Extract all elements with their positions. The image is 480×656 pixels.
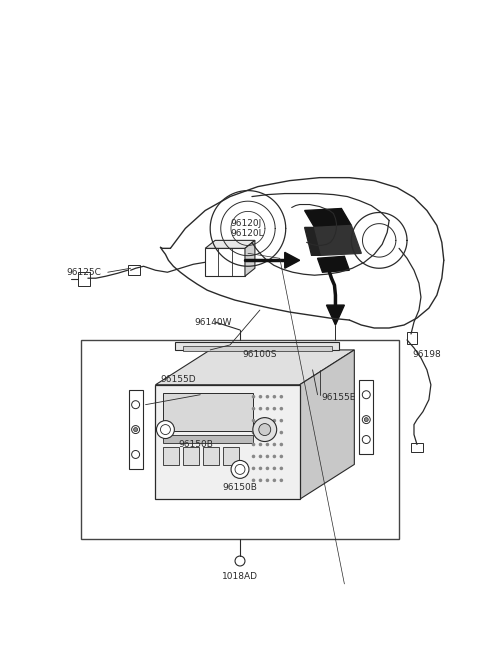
Bar [164,393,253,430]
Circle shape [265,407,269,411]
Bar [128,265,140,276]
Circle shape [273,466,276,470]
Circle shape [252,419,255,422]
Circle shape [279,466,283,470]
Text: 96155D: 96155D [160,375,196,384]
Circle shape [156,420,174,438]
Polygon shape [314,226,361,255]
Bar [407,332,417,344]
Circle shape [252,455,255,459]
Circle shape [362,391,370,399]
Circle shape [132,426,140,434]
Circle shape [273,443,276,446]
Text: 96155E: 96155E [322,393,356,402]
Circle shape [235,556,245,566]
Circle shape [265,431,269,434]
Circle shape [279,419,283,422]
Circle shape [265,395,269,398]
Circle shape [259,407,262,411]
Circle shape [273,419,276,422]
Circle shape [279,479,283,482]
Polygon shape [205,240,255,249]
Text: 96150B: 96150B [223,483,257,492]
Bar [78,272,90,286]
Polygon shape [175,342,339,350]
Polygon shape [156,350,354,385]
Circle shape [252,443,255,446]
Circle shape [259,443,262,446]
Text: 96150B: 96150B [179,440,213,449]
Circle shape [273,395,276,398]
Polygon shape [129,390,143,470]
Circle shape [362,416,370,424]
Circle shape [132,451,140,459]
Circle shape [265,479,269,482]
Bar [81,340,399,539]
Circle shape [252,407,255,411]
Circle shape [133,428,138,432]
Bar [156,385,300,499]
Circle shape [279,455,283,459]
Bar [164,434,253,443]
Circle shape [252,431,255,434]
Circle shape [265,443,269,446]
Text: 96140W: 96140W [194,318,232,327]
Circle shape [259,431,262,434]
Circle shape [259,455,262,459]
Circle shape [259,479,262,482]
Circle shape [364,418,368,422]
Circle shape [279,431,283,434]
Text: 96198: 96198 [412,350,441,359]
Circle shape [231,461,249,478]
Polygon shape [326,305,344,325]
Polygon shape [360,380,373,455]
Circle shape [273,431,276,434]
Polygon shape [285,253,300,268]
Polygon shape [245,240,255,276]
Circle shape [259,466,262,470]
Text: 96120J
96120L: 96120J 96120L [230,218,264,238]
Bar [205,249,245,276]
Bar [183,447,199,465]
Circle shape [235,464,245,474]
Circle shape [259,419,262,422]
Circle shape [273,479,276,482]
Circle shape [160,424,170,434]
Polygon shape [305,209,351,228]
Circle shape [362,436,370,443]
Circle shape [279,443,283,446]
Circle shape [253,418,276,441]
Polygon shape [183,346,333,351]
Circle shape [252,466,255,470]
Circle shape [259,424,271,436]
Bar [223,447,239,465]
Circle shape [273,455,276,459]
Circle shape [252,479,255,482]
Circle shape [279,407,283,411]
Circle shape [265,419,269,422]
Polygon shape [300,350,354,499]
Bar [203,447,219,465]
Text: 1018AD: 1018AD [222,573,258,581]
Text: 96125C: 96125C [66,268,101,277]
Circle shape [273,407,276,411]
Circle shape [259,395,262,398]
Text: 96100S: 96100S [242,350,277,359]
Circle shape [252,395,255,398]
Circle shape [132,401,140,409]
Circle shape [265,455,269,459]
Bar [411,443,423,453]
Circle shape [265,466,269,470]
Polygon shape [305,228,322,255]
Circle shape [279,395,283,398]
Polygon shape [318,256,349,272]
Bar [164,447,180,465]
